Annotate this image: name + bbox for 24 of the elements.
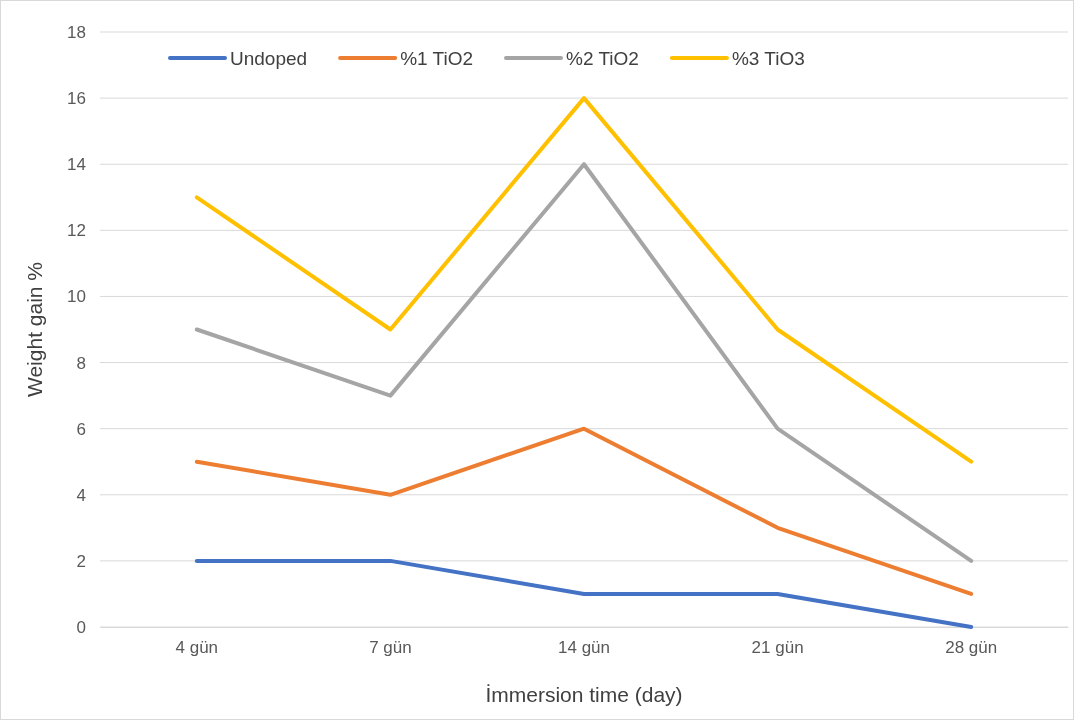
y-tick-label: 8 [76,353,86,373]
y-tick-label: 12 [67,221,86,241]
legend-label: %1 TiO2 [400,47,473,69]
y-tick-label: 2 [76,551,86,571]
y-axis-title: Weight gain % [23,261,46,398]
x-axis-title: İmmersion time (day) [485,683,683,706]
legend-label: Undoped [230,47,308,69]
x-tick-label: 28 gün [945,638,998,658]
y-tick-label: 16 [67,89,86,109]
y-tick-label: 18 [67,22,86,42]
y-tick-label: 0 [76,617,86,637]
x-tick-label: 14 gün [558,638,610,658]
line-series [194,162,974,563]
x-tick-label: 7 gün [369,638,412,658]
y-tick-label: 10 [67,287,86,307]
y-tick-label: 4 [76,485,86,505]
line-series [194,426,974,596]
x-tick-label: 4 gün [175,638,219,658]
y-tick-label: 14 [67,155,86,175]
legend-label: %3 TiO3 [731,47,805,69]
line-series [194,96,974,464]
legend-label: %2 TiO2 [566,47,639,69]
y-tick-label: 6 [76,419,86,439]
x-tick-label: 21 gün [751,638,804,658]
